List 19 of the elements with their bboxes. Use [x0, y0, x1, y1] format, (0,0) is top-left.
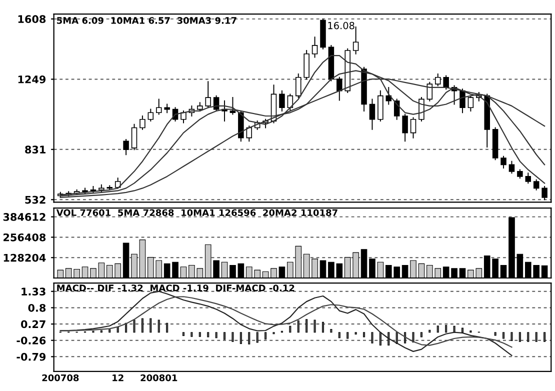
y-tick-label: 1608 — [18, 15, 46, 24]
y-tick-label: -0.26 — [16, 336, 46, 344]
y-tick-label: 256408 — [4, 233, 46, 242]
y-tick-label: 384612 — [3, 213, 46, 221]
chart-title: 5MA 6.09 10MA1 6.57 30MA3 9.17 — [57, 17, 236, 24]
y-tick-label: 532 — [25, 196, 46, 204]
y-tick-label: 0.27 — [20, 320, 46, 328]
x-tick-label: 200708 — [42, 374, 79, 382]
y-tick-label: 1249 — [18, 75, 46, 84]
chart-title: VOL 77601 5MA 72868 10MA1 126596 20MA2 110187 — [56, 209, 338, 216]
y-tick-label: 1.33 — [22, 288, 46, 296]
x-tick-label: 200801 — [140, 374, 178, 382]
chart-title: MACD-- DIF -1.32 MACD -1.19 DIF-MACD -0.12 — [57, 284, 294, 292]
x-tick-label: 12 — [112, 374, 124, 382]
annotation: 16.08 — [328, 22, 354, 30]
y-tick-label: 831 — [25, 146, 46, 154]
y-tick-label: 128204 — [4, 254, 46, 262]
y-tick-label: -0.79 — [16, 352, 46, 361]
y-tick-label: 0.8 — [28, 304, 46, 312]
